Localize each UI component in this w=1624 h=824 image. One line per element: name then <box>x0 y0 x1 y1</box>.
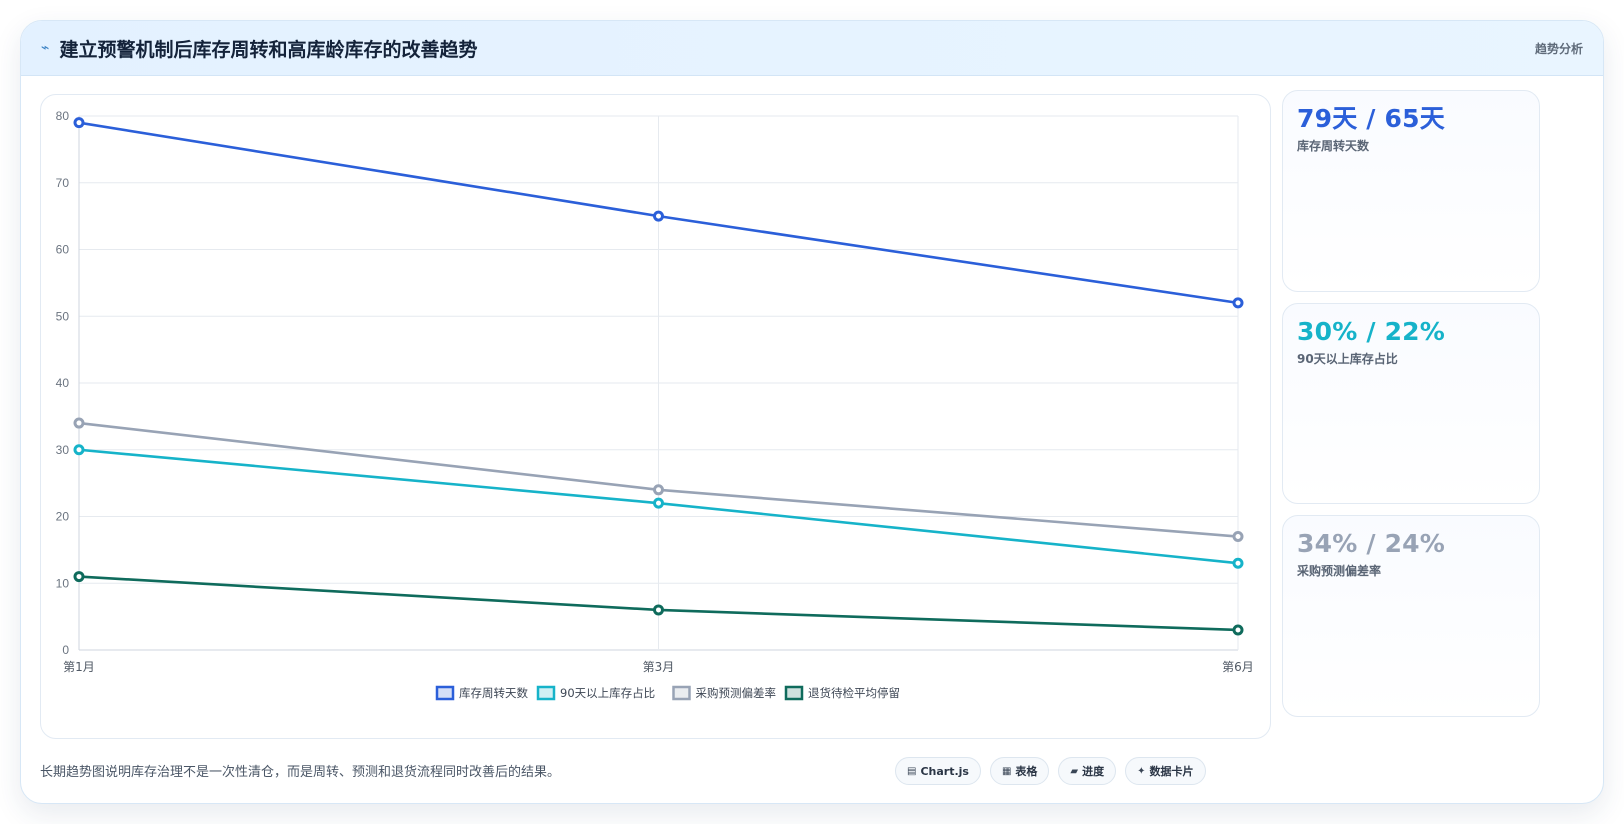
card-icon: ✦ <box>1137 765 1146 777</box>
kpi-label: 90天以上库存占比 <box>1297 352 1398 366</box>
pill-label: Chart.js <box>920 764 969 778</box>
data-point <box>653 497 664 509</box>
data-point <box>1232 624 1244 636</box>
kpi-value: 79天 / 65天 <box>1297 104 1445 133</box>
lightning-icon: ⌁ <box>41 40 50 56</box>
header-tag: 趋势分析 <box>1534 41 1583 56</box>
legend-swatch <box>435 685 455 701</box>
x-tick-label: 第1月 <box>63 660 95 674</box>
y-tick-label: 70 <box>56 176 70 190</box>
y-tick-label: 20 <box>56 510 70 524</box>
kpi-card-forecast-deviation: 34% / 24% 采购预测偏差率 <box>1282 515 1540 717</box>
table-icon: ▦ <box>1001 765 1012 777</box>
legend-label: 90天以上库存占比 <box>560 686 655 700</box>
legend-swatch <box>784 685 804 701</box>
pill-data-card[interactable]: ✦ 数据卡片 <box>1125 757 1206 785</box>
card-header: ⌁ 建立预警机制后库存周转和高库龄库存的改善趋势 趋势分析 <box>21 21 1603 76</box>
kpi-value: 30% / 22% <box>1297 317 1446 346</box>
pill-table[interactable]: ▦ 表格 <box>989 757 1050 785</box>
kpi-value: 34% / 24% <box>1297 529 1446 558</box>
legend-label: 库存周转天数 <box>459 686 528 700</box>
x-tick-label: 第6月 <box>1222 660 1254 674</box>
x-tick-label: 第3月 <box>643 660 675 674</box>
data-point <box>653 604 664 616</box>
chart-panel: 0 10 20 30 40 50 60 70 80 第1月 第3月 第6月库存周转天数 90天以上库存占… <box>40 94 1271 739</box>
pill-label: 进度 <box>1082 765 1105 778</box>
legend-label: 退货待检平均停留 <box>808 686 900 700</box>
data-point <box>73 417 85 429</box>
kpi-label: 采购预测偏差率 <box>1297 564 1382 578</box>
data-point <box>653 484 664 496</box>
data-point <box>1232 557 1244 569</box>
chart-icon: ▤ <box>907 765 917 777</box>
progress-icon: ▰ <box>1070 765 1079 777</box>
y-tick-label: 10 <box>56 576 70 590</box>
tech-pills: ▤ Chart.js ▦ 表格 ▰ 进度 ✦ 数据卡片 <box>895 757 1206 785</box>
pill-chartjs[interactable]: ▤ Chart.js <box>895 757 981 785</box>
data-point <box>653 210 664 222</box>
data-point <box>1232 531 1244 543</box>
legend-swatch <box>672 685 691 701</box>
kpi-label: 库存周转天数 <box>1297 139 1370 153</box>
y-tick-label: 50 <box>56 309 70 323</box>
y-tick-label: 40 <box>56 376 70 390</box>
page-title: 建立预警机制后库存周转和高库龄库存的改善趋势 <box>59 38 478 61</box>
y-tick-label: 0 <box>62 643 69 657</box>
kpi-card-turnover: 79天 / 65天 库存周转天数 <box>1282 90 1540 292</box>
data-point <box>1232 297 1244 309</box>
data-point <box>73 444 85 456</box>
data-point <box>73 117 85 129</box>
pill-label: 数据卡片 <box>1149 765 1194 778</box>
kpi-card-aged-stock: 30% / 22% 90天以上库存占比 <box>1282 303 1540 504</box>
y-tick-label: 60 <box>56 243 70 257</box>
pill-label: 表格 <box>1015 765 1038 778</box>
y-tick-label: 80 <box>56 109 70 123</box>
y-tick-label: 30 <box>56 443 70 457</box>
legend-swatch <box>536 685 556 701</box>
footer-note: 长期趋势图说明库存治理不是一次性清仓，而是周转、预测和退货流程同时改善后的结果。 <box>40 765 561 780</box>
pill-progress[interactable]: ▰ 进度 <box>1058 757 1117 785</box>
legend-label: 采购预测偏差率 <box>696 686 777 700</box>
data-point <box>73 571 85 583</box>
dashboard-card: ⌁ 建立预警机制后库存周转和高库龄库存的改善趋势 趋势分析 0 10 20 30 40 5… <box>20 20 1604 804</box>
